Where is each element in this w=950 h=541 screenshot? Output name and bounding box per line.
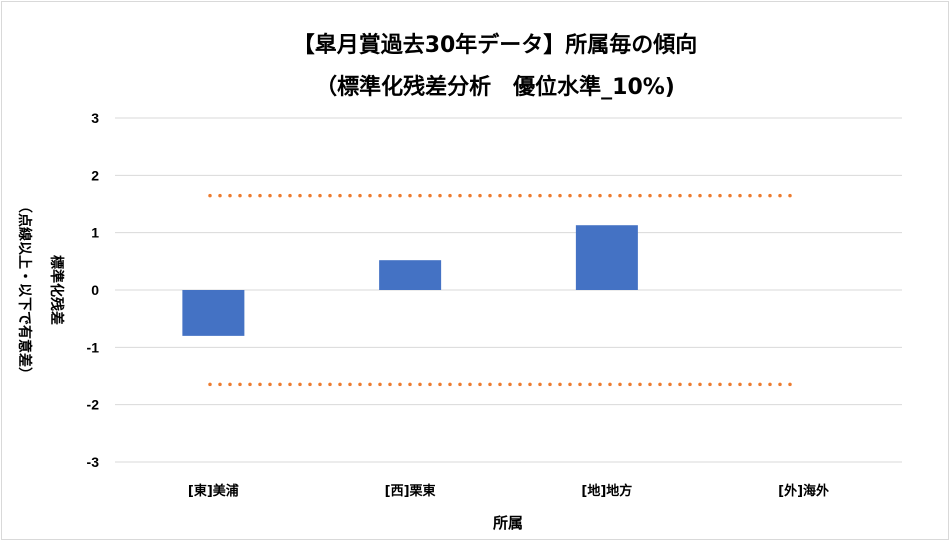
gridlines	[115, 117, 902, 463]
y-axis-ticks: 3 2 1 0 -1 -2 -3	[87, 110, 100, 470]
y-tick-label: -1	[87, 339, 100, 355]
chart-subtitle: （標準化残差分析 優位水準_10%)	[315, 74, 675, 100]
y-tick-label: 0	[91, 282, 99, 298]
y-tick-label: 2	[91, 167, 99, 183]
significance-threshold-lines	[208, 193, 798, 387]
x-category-label: [西]栗東	[385, 483, 436, 499]
bar	[182, 290, 245, 336]
y-axis-label-note: （点線以上・以下で有意差）	[16, 199, 33, 381]
x-axis-label: 所属	[493, 514, 523, 532]
chart-title: 【皐月賞過去30年データ】所属毎の傾向	[293, 32, 698, 58]
x-category-label: [外]海外	[778, 483, 829, 499]
y-axis-label-main: 標準化残差	[48, 255, 65, 325]
x-axis-categories: [東]美浦 [西]栗東 [地]地方 [外]海外	[188, 483, 829, 499]
y-tick-label: 1	[91, 225, 99, 241]
y-tick-label: -2	[87, 397, 100, 413]
y-tick-label: -3	[87, 454, 100, 470]
x-category-label: [地]地方	[581, 483, 632, 499]
y-tick-label: 3	[91, 110, 99, 126]
bars	[182, 225, 638, 336]
bar	[379, 260, 442, 290]
x-category-label: [東]美浦	[188, 483, 239, 499]
bar	[575, 225, 638, 290]
